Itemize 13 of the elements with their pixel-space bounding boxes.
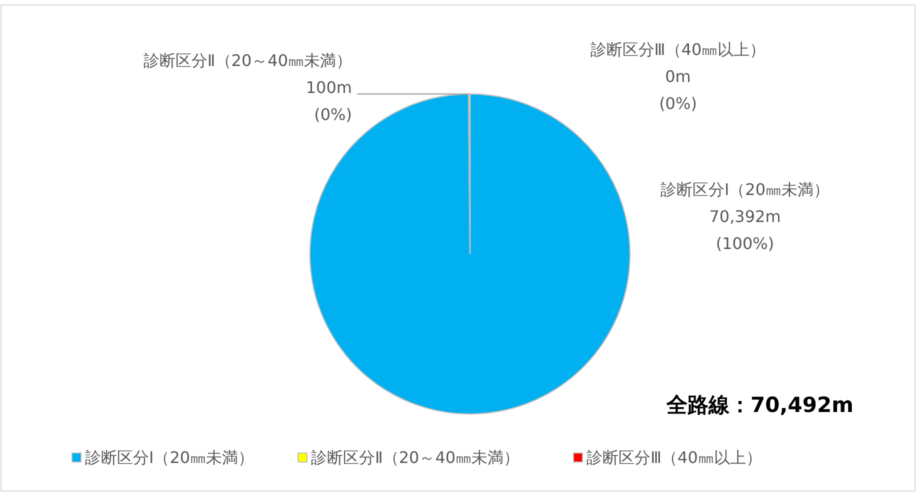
legend-label: 診断区分Ⅱ（20～40㎜未満）: [311, 448, 520, 467]
legend-label: 診断区分Ⅲ（40㎜以上）: [586, 448, 762, 467]
text: 全路線：70,492m: [666, 393, 854, 417]
slice-label: 診断区分Ⅰ（20㎜未満）: [660, 180, 830, 199]
slice-label: 診断区分Ⅱ（20～40㎜未満）: [143, 51, 352, 70]
text: (0%): [659, 94, 697, 113]
data-label: 100m: [306, 78, 352, 97]
legend-label: 診断区分Ⅰ（20㎜未満）: [85, 448, 254, 467]
data-label: 70,392m: [709, 207, 781, 226]
text: (100%): [716, 234, 774, 253]
text: 0m: [665, 67, 691, 86]
text: (0%): [314, 105, 352, 124]
category-label: 診断区分Ⅲ（40㎜以上）: [590, 40, 766, 59]
